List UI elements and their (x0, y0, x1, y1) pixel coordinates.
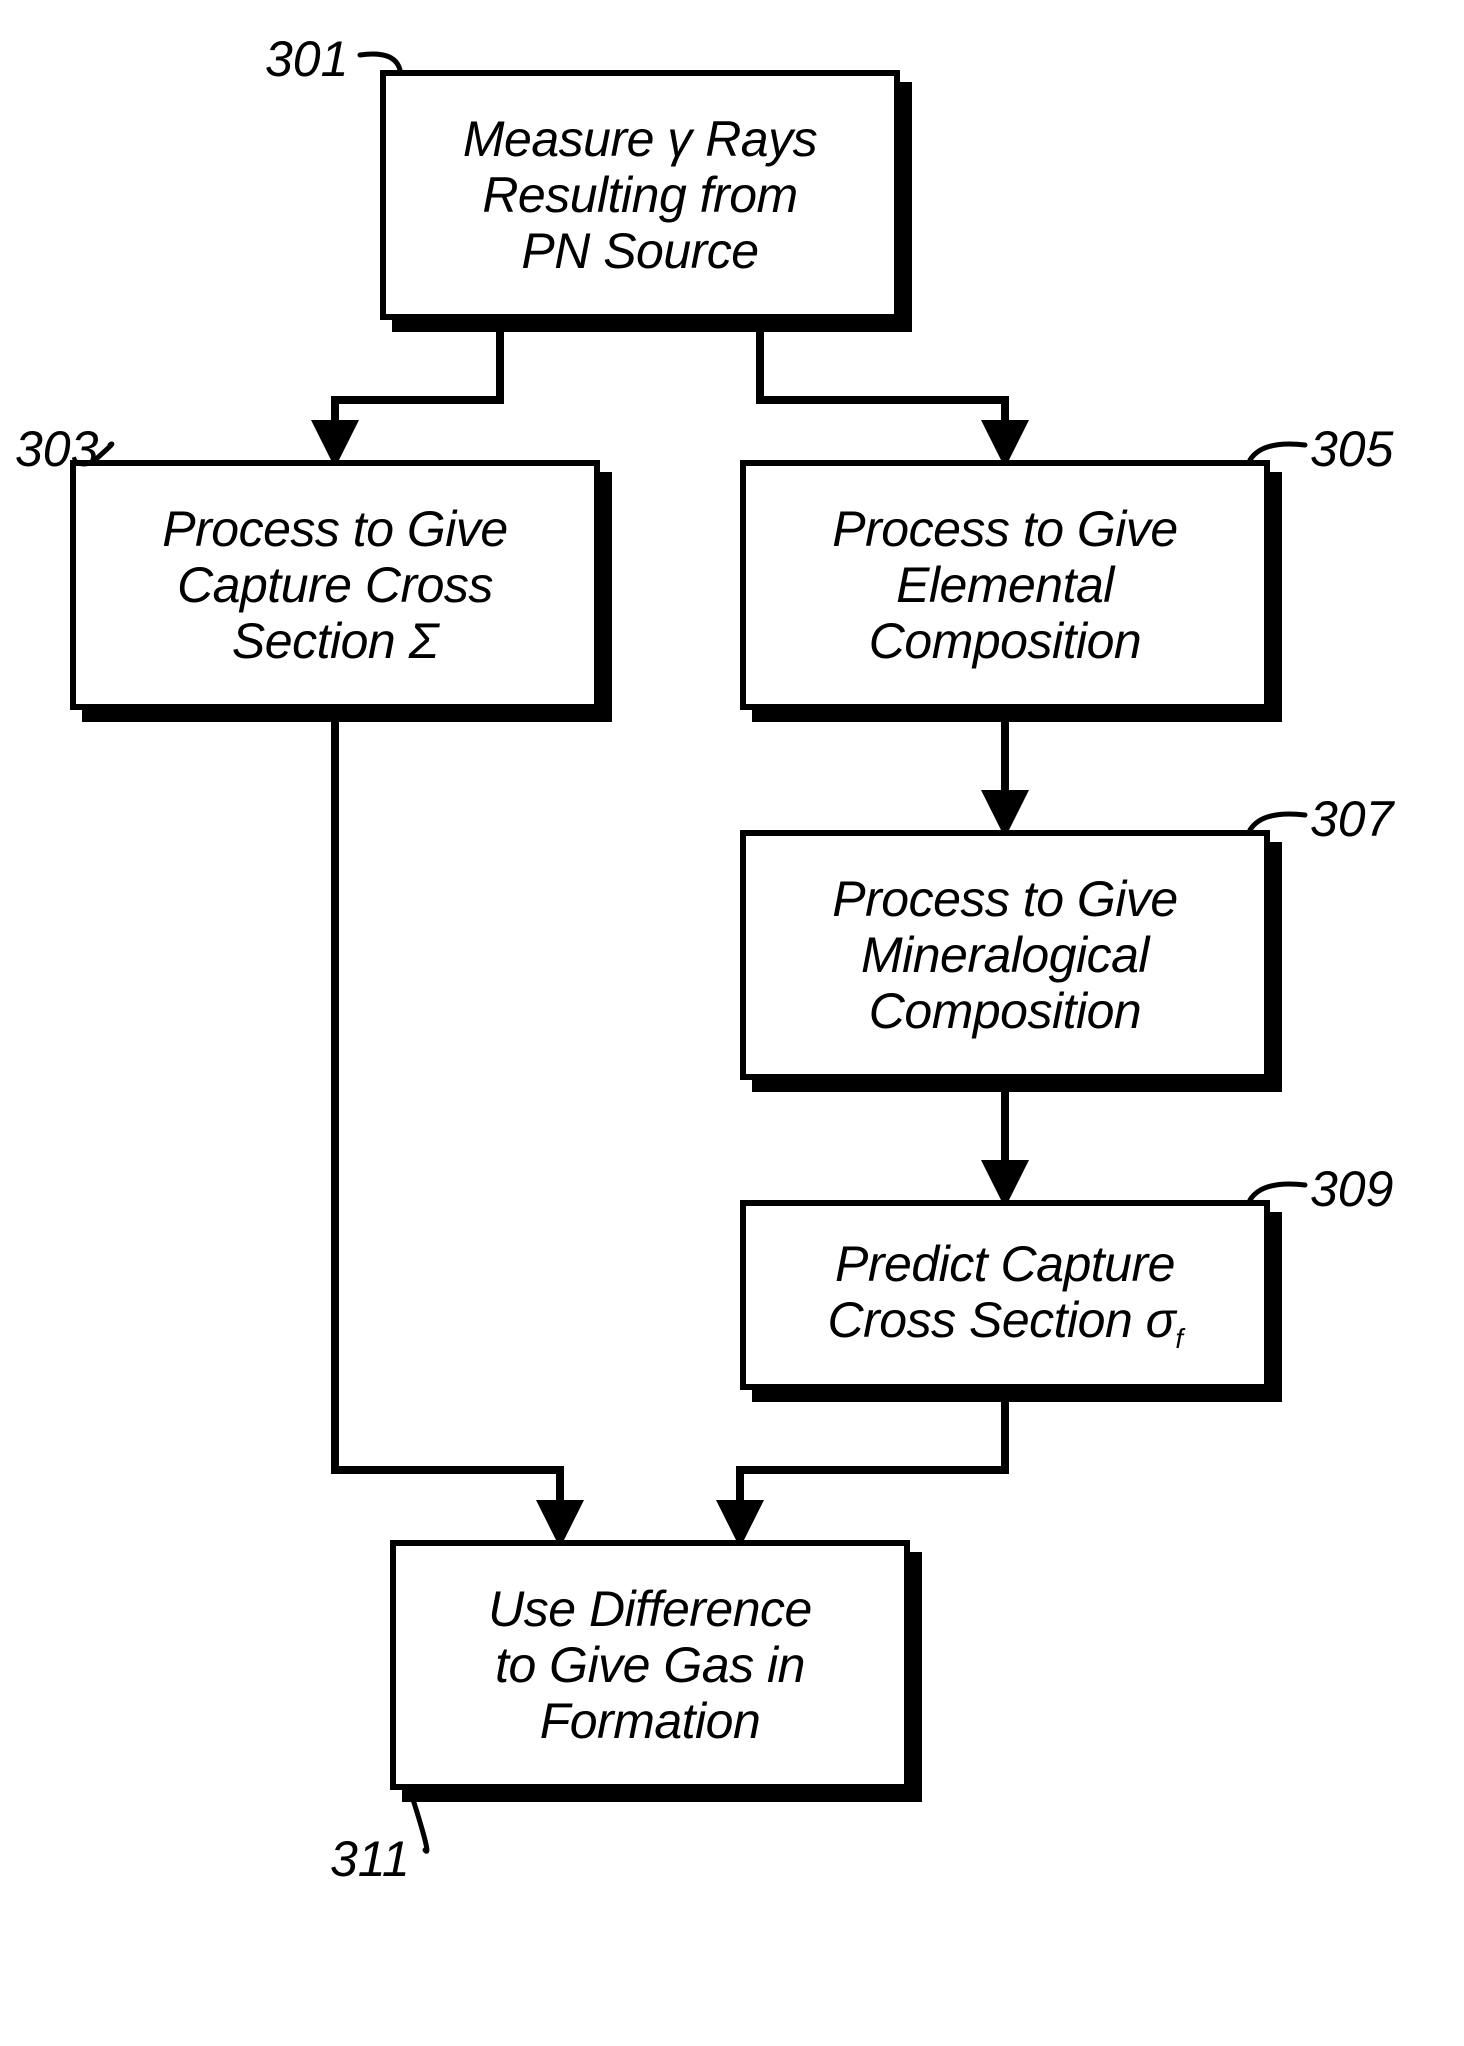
node-307: Process to GiveMineralogicalComposition (740, 830, 1270, 1080)
node-text: Predict CaptureCross Section σf (828, 1236, 1183, 1355)
ref-hook-301 (360, 54, 400, 70)
ref-label-307: 307 (1310, 790, 1393, 848)
edge-n301-n303 (335, 320, 500, 460)
node-303: Process to GiveCapture CrossSection Σ (70, 460, 600, 710)
ref-label-309: 309 (1310, 1160, 1393, 1218)
ref-hook-309 (1250, 1184, 1305, 1200)
node-text: Process to GiveMineralogicalComposition (832, 871, 1177, 1039)
edge-n309-n311 (740, 1390, 1005, 1540)
ref-label-303: 303 (15, 420, 98, 478)
flowchart-canvas: Measure γ RaysResulting fromPN Source Pro… (0, 0, 1464, 2046)
node-301: Measure γ RaysResulting fromPN Source (380, 70, 900, 320)
node-text: Use Differenceto Give Gas inFormation (488, 1581, 812, 1749)
edge-n303-n311 (335, 710, 560, 1540)
ref-hook-305 (1250, 444, 1305, 460)
node-311: Use Differenceto Give Gas inFormation (390, 1540, 910, 1790)
ref-label-301: 301 (265, 30, 348, 88)
ref-label-305: 305 (1310, 420, 1393, 478)
edge-n301-n305 (760, 320, 1005, 460)
node-305: Process to GiveElementalComposition (740, 460, 1270, 710)
node-text: Process to GiveElementalComposition (832, 501, 1177, 669)
ref-hook-307 (1250, 814, 1305, 830)
node-text: Measure γ RaysResulting fromPN Source (463, 111, 817, 279)
ref-label-311: 311 (330, 1830, 410, 1888)
node-text: Process to GiveCapture CrossSection Σ (162, 501, 507, 669)
node-309: Predict CaptureCross Section σf (740, 1200, 1270, 1390)
